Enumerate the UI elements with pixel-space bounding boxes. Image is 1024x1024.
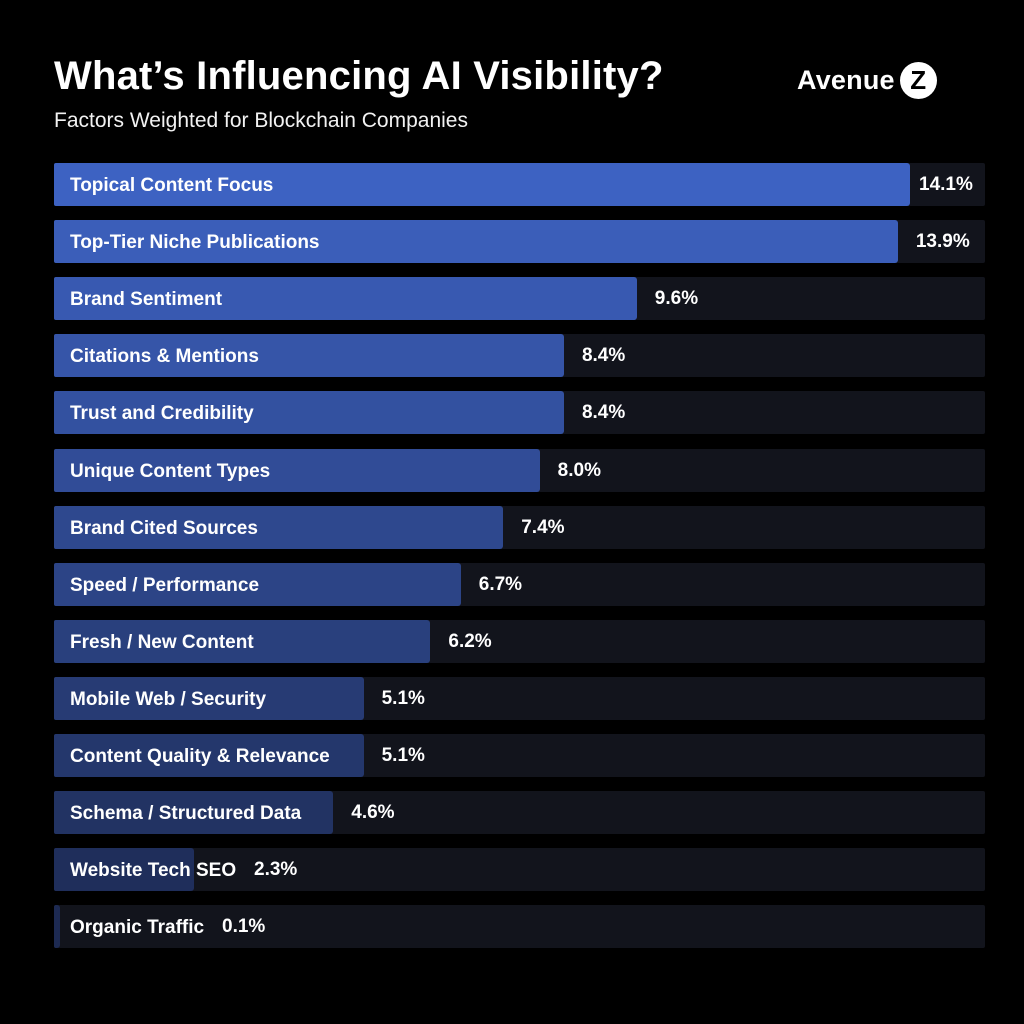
category-label: Schema / Structured Data xyxy=(70,803,302,824)
value-label: 5.1% xyxy=(381,745,425,766)
avenue-z-logo: Avenue Z xyxy=(797,60,937,100)
value-label: 8.0% xyxy=(557,460,601,481)
value-label: 8.4% xyxy=(581,345,626,366)
bar-row: Mobile Web / Security 5.1% xyxy=(54,677,985,720)
chart-subtitle: Factors Weighted for Blockchain Companie… xyxy=(54,109,468,132)
bar xyxy=(54,620,431,663)
bar-row: Citations & Mentions 8.4% xyxy=(54,334,985,377)
category-label: Mobile Web / Security xyxy=(70,689,267,710)
category-label: Speed / Performance xyxy=(70,575,260,596)
bar-row: Schema / Structured Data 4.6% xyxy=(54,791,985,834)
category-label: Unique Content Types xyxy=(70,461,271,482)
bar-row: Brand Cited Sources 7.4% xyxy=(54,506,985,549)
logo-z-badge-icon: Z xyxy=(899,61,937,99)
value-label: 9.6% xyxy=(654,288,699,309)
value-label: 6.2% xyxy=(448,631,492,652)
bar xyxy=(54,677,364,720)
bar-row: Trust and Credibility 8.4% xyxy=(54,391,985,434)
value-label: 13.9% xyxy=(915,231,970,252)
bar xyxy=(54,905,61,948)
bar xyxy=(54,277,637,320)
value-label: 4.6% xyxy=(351,802,395,823)
category-label: Brand Cited Sources xyxy=(70,518,258,539)
bar-row: Organic Traffic 0.1% xyxy=(54,905,985,948)
category-label: Website Tech SEO xyxy=(70,860,237,881)
chart-title: What’s Influencing AI Visibility? xyxy=(54,54,664,98)
category-label: Trust and Credibility xyxy=(70,403,254,424)
bar xyxy=(54,848,194,891)
category-label: Topical Content Focus xyxy=(70,175,274,196)
bar-row: Content Quality & Relevance 5.1% xyxy=(54,734,985,777)
value-label: 6.7% xyxy=(478,574,523,595)
value-label: 5.1% xyxy=(381,688,425,709)
bar-row: Top-Tier Niche Publications 13.9% xyxy=(54,220,985,263)
bar xyxy=(54,163,910,206)
value-label: 2.3% xyxy=(254,859,298,880)
bar xyxy=(54,449,540,492)
category-label: Citations & Mentions xyxy=(70,346,259,367)
category-label: Content Quality & Relevance xyxy=(70,746,330,767)
value-label: 14.1% xyxy=(919,174,973,195)
category-label: Fresh / New Content xyxy=(70,632,254,653)
bar xyxy=(54,391,564,434)
bar xyxy=(54,734,364,777)
bar xyxy=(54,791,334,834)
bar xyxy=(54,563,461,606)
value-label: 7.4% xyxy=(521,517,565,538)
bar-row: Unique Content Types 8.0% xyxy=(54,449,985,492)
bar-row: Brand Sentiment 9.6% xyxy=(54,277,985,320)
bar-row: Website Tech SEO 2.3% xyxy=(54,848,985,891)
value-label: 0.1% xyxy=(222,916,266,937)
logo-wordmark: Avenue xyxy=(797,65,895,95)
bar xyxy=(54,334,564,377)
category-label: Organic Traffic xyxy=(70,917,205,938)
value-label: 8.4% xyxy=(581,402,626,423)
category-label: Top-Tier Niche Publications xyxy=(70,232,320,253)
bar xyxy=(54,506,504,549)
bar-row: Fresh / New Content 6.2% xyxy=(54,620,985,663)
category-label: Brand Sentiment xyxy=(70,289,223,310)
bar-row: Speed / Performance 6.7% xyxy=(54,563,985,606)
bar-row: Topical Content Focus 14.1% xyxy=(54,163,985,206)
bar xyxy=(54,220,898,263)
